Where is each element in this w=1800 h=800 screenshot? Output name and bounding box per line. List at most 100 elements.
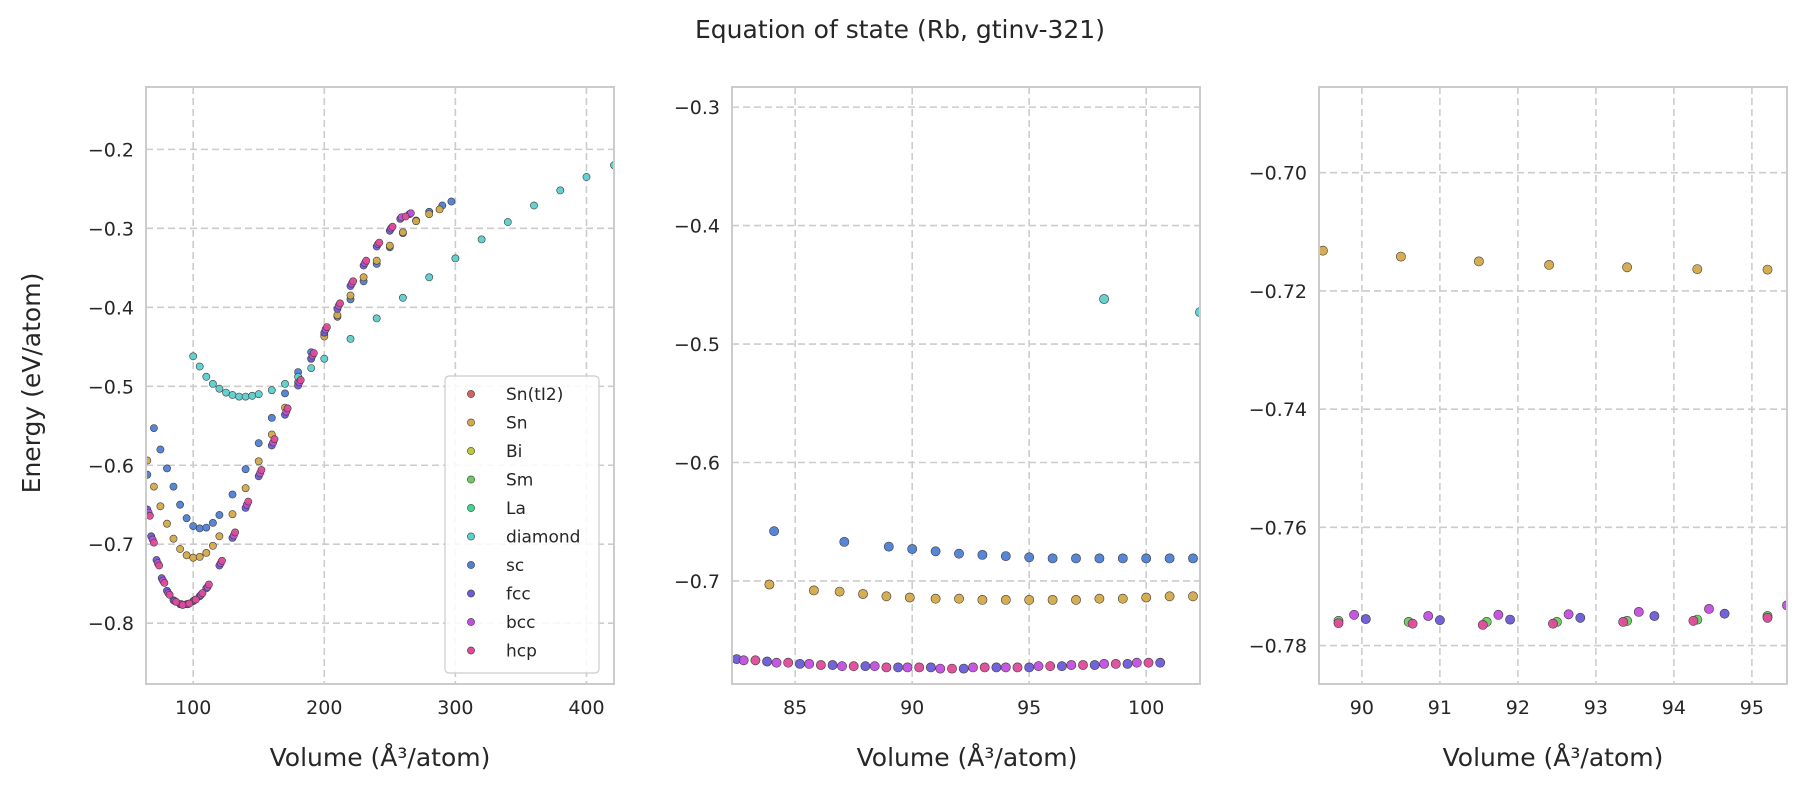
point-sn-middle	[1117, 593, 1128, 604]
point-diamond-left	[451, 254, 460, 263]
point-sc-middle	[907, 544, 918, 554]
legend-marker-hcp	[467, 646, 475, 655]
point-sn-left	[241, 484, 250, 493]
point-sn-left	[425, 210, 434, 218]
point-sc-left	[182, 514, 191, 523]
x-tick-label-right: 94	[1662, 697, 1686, 719]
point-hcp-right	[1762, 612, 1773, 623]
point-sc-left	[447, 197, 456, 206]
point-sc-left	[189, 522, 198, 530]
point-diamond-middle	[1195, 307, 1200, 317]
point-bcc-middle	[869, 661, 880, 672]
legend-marker-sm	[467, 475, 475, 484]
point-diamond-left	[556, 186, 565, 195]
point-hcp-middle	[1012, 662, 1023, 673]
point-sc-left	[169, 482, 178, 491]
point-hcp-left	[204, 580, 213, 589]
point-fcc-middle	[1089, 660, 1100, 670]
legend-marker-sc	[467, 561, 475, 569]
point-sn-left	[169, 534, 178, 543]
legend-label-fcc: fcc	[506, 585, 531, 605]
point-fcc-middle	[991, 662, 1002, 673]
y-tick-label-right: −0.76	[1249, 517, 1307, 539]
point-bcc-right	[1423, 611, 1434, 621]
point-sn-left	[202, 549, 211, 557]
point-diamond-left	[582, 173, 591, 181]
point-hcp-left	[401, 212, 410, 221]
point-hcp-left	[149, 538, 158, 547]
point-sn-middle	[1000, 595, 1011, 605]
point-diamond-left	[215, 384, 224, 393]
point-fcc-right	[1435, 615, 1445, 626]
point-sn-left	[156, 502, 165, 511]
legend: Sn(tI2) Sn Bi Sm La diamond sc fcc bcc hcp	[444, 375, 600, 674]
point-diamond-left	[202, 372, 211, 381]
point-bcc-middle	[935, 663, 946, 674]
point-hcp-right	[1548, 618, 1558, 629]
point-hcp-middle	[783, 657, 794, 668]
legend-marker-sn-ti2-	[467, 390, 475, 398]
point-diamond-left	[477, 235, 486, 244]
point-hcp-middle	[1143, 657, 1154, 668]
y-tick-label-left: −0.6	[88, 455, 134, 477]
point-sc-middle	[1117, 553, 1128, 564]
point-sn-middle	[834, 586, 845, 597]
y-tick-label-right: −0.78	[1249, 636, 1307, 658]
y-tick-label-left: −0.2	[88, 139, 134, 161]
point-sc-middle	[1071, 553, 1081, 564]
point-diamond-left	[346, 334, 355, 343]
point-sn-middle	[1024, 595, 1035, 605]
point-sn-middle	[930, 593, 941, 604]
point-sn-left	[254, 457, 263, 466]
point-diamond-left	[307, 364, 316, 372]
x-tick-label-right: 93	[1584, 697, 1608, 719]
point-sn-middle	[954, 593, 964, 604]
point-sn-left	[385, 241, 394, 250]
point-diamond-left	[222, 388, 230, 397]
point-sn-right	[1319, 245, 1328, 256]
point-bcc-middle	[1131, 657, 1142, 668]
point-fcc-right	[1575, 612, 1586, 623]
point-bcc-right	[1349, 609, 1359, 620]
point-sn-right	[1762, 264, 1773, 275]
point-sn-left	[189, 553, 198, 562]
point-sn-left	[435, 205, 444, 214]
point-fcc-middle	[795, 659, 805, 669]
x-axis-label-middle: Volume (Å³/atom)	[857, 743, 1078, 772]
y-tick-label-right: −0.70	[1249, 163, 1307, 185]
x-tick-label-right: 90	[1350, 697, 1374, 719]
point-diamond-left	[425, 273, 434, 282]
point-sn-right	[1544, 259, 1554, 270]
x-tick-label-left: 100	[175, 697, 211, 719]
axes-frame-middle	[731, 86, 1201, 685]
point-diamond-left	[530, 201, 538, 210]
legend-marker-bi	[467, 447, 475, 455]
point-sn-right	[1622, 262, 1632, 273]
y-tick-label-left: −0.4	[88, 297, 134, 319]
point-sn-middle	[858, 589, 868, 599]
point-sn-left	[372, 256, 381, 265]
point-hcp-right	[1407, 618, 1418, 629]
point-fcc-middle	[1024, 662, 1035, 673]
x-tick-label-middle: 95	[1017, 697, 1041, 719]
point-diamond-left	[228, 391, 237, 399]
point-hcp-middle	[881, 662, 892, 673]
point-bcc-middle	[1033, 661, 1044, 672]
point-hcp-left	[257, 466, 266, 474]
legend-label-bcc: bcc	[506, 613, 535, 633]
panel-left: Volume (Å³/atom) 100 200 300 400 −0.8 −0.7 −0.…	[88, 86, 615, 772]
legend-marker-fcc	[467, 589, 475, 598]
point-hcp-middle	[848, 661, 859, 672]
point-sc-left	[176, 500, 184, 509]
point-sn-middle	[809, 585, 819, 596]
legend-label-sn-ti2-: Sn(tI2)	[506, 385, 563, 405]
point-sc-middle	[930, 546, 941, 557]
point-sn-left	[346, 291, 355, 300]
x-tick-label-left: 200	[306, 697, 342, 719]
point-hcp-left	[178, 601, 187, 609]
point-bcc-right	[1782, 600, 1787, 611]
x-tick-label-left: 300	[437, 697, 473, 719]
point-sc-middle	[954, 548, 964, 559]
y-tick-label-middle: −0.5	[674, 334, 720, 356]
point-sn-middle	[1071, 595, 1081, 605]
